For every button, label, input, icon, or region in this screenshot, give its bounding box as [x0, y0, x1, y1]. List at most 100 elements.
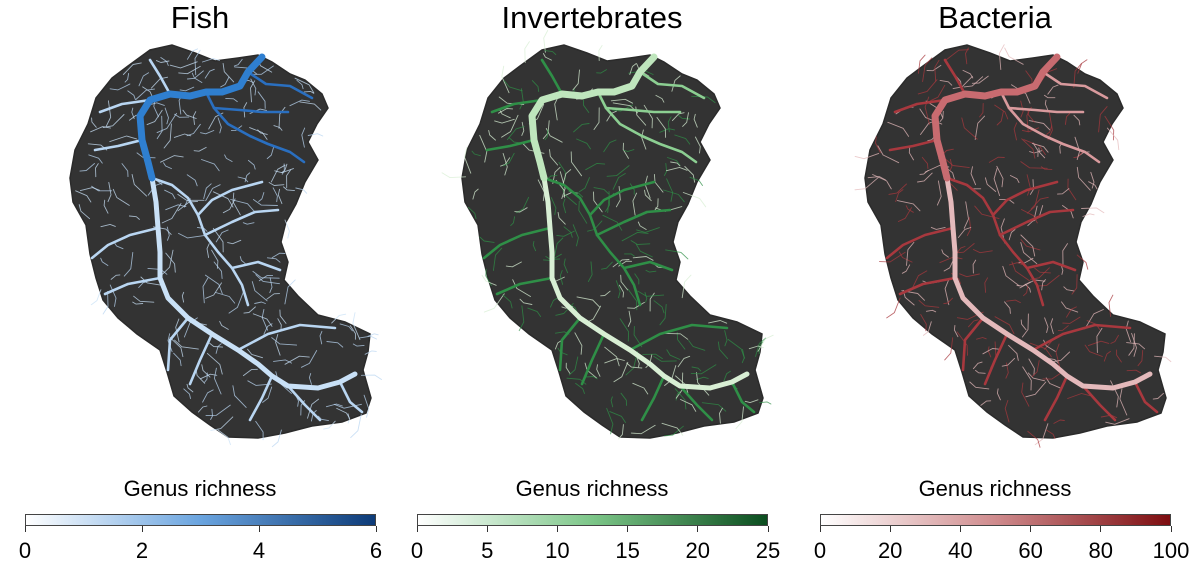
- minor-stream: [748, 345, 764, 350]
- minor-stream: [498, 108, 511, 119]
- tributary-stream: [540, 58, 564, 96]
- minor-stream: [506, 126, 525, 141]
- minor-stream: [565, 362, 571, 374]
- minor-stream: [645, 269, 657, 273]
- minor-stream: [201, 58, 221, 63]
- minor-stream: [230, 199, 255, 212]
- minor-stream: [222, 62, 235, 83]
- minor-stream: [653, 300, 665, 314]
- minor-stream: [1028, 358, 1035, 376]
- minor-stream: [926, 64, 942, 72]
- minor-stream: [956, 331, 968, 356]
- minor-stream: [255, 274, 280, 285]
- minor-stream: [203, 183, 212, 200]
- minor-stream: [895, 189, 904, 203]
- minor-stream: [1047, 84, 1059, 95]
- fish-catchment-map: [69, 44, 382, 448]
- minor-stream: [976, 337, 987, 340]
- minor-stream: [1062, 316, 1081, 324]
- minor-stream: [532, 240, 537, 252]
- minor-stream: [888, 183, 907, 195]
- minor-stream: [1050, 318, 1054, 335]
- minor-stream: [867, 176, 887, 181]
- minor-stream: [1021, 209, 1038, 224]
- minor-stream: [620, 392, 628, 406]
- minor-stream: [1108, 294, 1114, 317]
- minor-stream: [307, 398, 320, 419]
- minor-stream: [136, 152, 156, 159]
- minor-stream: [102, 291, 109, 315]
- minor-stream: [1027, 430, 1041, 448]
- minor-stream: [90, 126, 111, 133]
- minor-stream: [562, 169, 572, 185]
- tributary-stream: [638, 70, 706, 100]
- minor-stream: [585, 376, 598, 380]
- minor-stream: [663, 189, 685, 203]
- minor-stream: [1073, 63, 1082, 88]
- minor-stream: [1032, 142, 1039, 157]
- minor-stream: [1002, 265, 1020, 287]
- minor-stream: [243, 306, 256, 314]
- minor-stream: [563, 226, 573, 238]
- minor-stream: [1004, 47, 1024, 65]
- minor-stream: [1137, 349, 1144, 367]
- minor-stream: [1106, 127, 1120, 151]
- minor-stream: [142, 86, 153, 98]
- minor-stream: [1004, 301, 1011, 314]
- minor-stream: [603, 139, 617, 153]
- minor-stream: [274, 168, 294, 174]
- minor-stream: [281, 163, 285, 175]
- minor-stream: [1011, 84, 1031, 104]
- minor-stream: [233, 58, 243, 67]
- minor-stream: [514, 207, 528, 213]
- minor-stream: [1076, 254, 1089, 270]
- minor-stream: [1020, 161, 1048, 169]
- minor-stream: [1008, 229, 1016, 241]
- minor-stream: [181, 291, 185, 303]
- tributary-stream: [1025, 260, 1077, 272]
- minor-stream: [122, 62, 142, 75]
- tributary-stream: [90, 226, 160, 260]
- minor-stream: [1038, 147, 1046, 159]
- tributary-stream: [482, 226, 552, 260]
- minor-stream: [1006, 299, 1021, 304]
- minor-stream: [656, 117, 667, 138]
- minor-stream: [674, 388, 687, 410]
- minor-stream: [1020, 319, 1027, 331]
- minor-stream: [854, 152, 880, 160]
- minor-stream: [204, 274, 223, 295]
- minor-stream: [661, 422, 684, 436]
- minor-stream: [1131, 332, 1137, 357]
- minor-stream: [606, 407, 614, 435]
- minor-stream: [854, 177, 879, 191]
- minor-stream: [202, 277, 209, 304]
- minor-stream: [299, 101, 322, 111]
- minor-stream: [166, 226, 170, 241]
- bacteria-catchment-map: [854, 44, 1172, 448]
- minor-stream: [1064, 113, 1071, 125]
- minor-stream: [1034, 423, 1049, 446]
- minor-stream: [201, 364, 211, 378]
- main-river-upper: [528, 53, 658, 182]
- minor-stream: [974, 115, 986, 141]
- minor-stream: [307, 133, 324, 137]
- minor-stream: [1040, 166, 1053, 170]
- minor-stream: [502, 294, 513, 309]
- minor-stream: [572, 69, 580, 91]
- minor-stream: [1154, 355, 1172, 363]
- minor-stream: [626, 362, 643, 369]
- minor-stream: [696, 376, 709, 381]
- minor-stream: [217, 117, 222, 134]
- minor-stream: [255, 420, 264, 441]
- minor-stream: [510, 216, 516, 227]
- minor-stream: [924, 96, 930, 125]
- minor-stream: [205, 282, 222, 299]
- minor-stream: [939, 110, 944, 122]
- tributary-stream: [248, 374, 274, 422]
- minor-stream: [1025, 70, 1033, 86]
- minor-stream: [708, 320, 728, 324]
- minor-stream: [676, 332, 686, 350]
- minor-stream: [1055, 343, 1061, 367]
- panel-title-invertebrates: Invertebrates: [501, 0, 683, 35]
- tributary-stream: [640, 374, 666, 422]
